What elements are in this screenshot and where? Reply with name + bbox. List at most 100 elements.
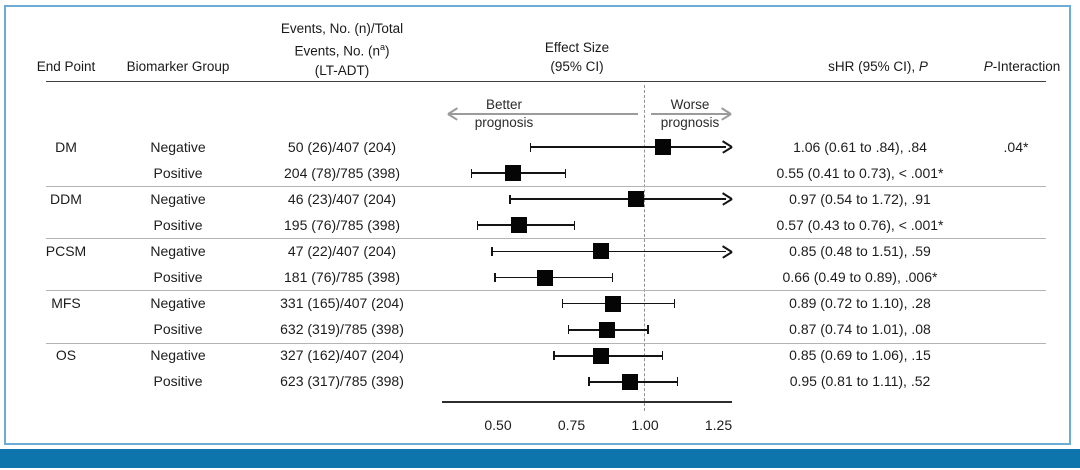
biomarker-group-label: Positive bbox=[153, 373, 203, 390]
shr-value: 1.06 (0.61 to .84), .84 bbox=[793, 138, 927, 155]
forest-ci-cap bbox=[508, 194, 511, 204]
events-value: 181 (76)/785 (398) bbox=[284, 269, 400, 285]
column-header-effect-size: Effect Size (95% CI) bbox=[545, 38, 609, 76]
events-header-line2-close: ) bbox=[385, 43, 390, 59]
forest-ci-cap bbox=[561, 299, 564, 309]
x-axis-line bbox=[442, 401, 732, 403]
better-label-line1: Better bbox=[485, 97, 523, 112]
p-interaction-value: .04* bbox=[1003, 138, 1029, 155]
shr-header-italic-p: P bbox=[918, 59, 928, 74]
biomarker-group-label: Positive bbox=[153, 164, 203, 181]
header-rule bbox=[46, 80, 1046, 83]
shr-value: 0.89 (0.72 to 1.10), .28 bbox=[789, 295, 931, 312]
endpoint-label: DDM bbox=[50, 190, 82, 207]
arrow-head-left bbox=[447, 113, 458, 121]
forest-ci-cap bbox=[529, 142, 532, 152]
forest-point-square bbox=[592, 347, 609, 364]
events-header-superscript-a: a bbox=[380, 42, 386, 52]
better-label-line2: prognosis bbox=[474, 115, 534, 130]
endpoint-label: DM bbox=[55, 138, 77, 155]
group-separator bbox=[46, 238, 1046, 240]
events-value: 632 (319)/785 (398) bbox=[280, 321, 404, 338]
biomarker-group-label: Negative bbox=[150, 347, 206, 364]
forest-whisker bbox=[492, 250, 726, 253]
events-value: 623 (317)/785 (398) bbox=[280, 373, 404, 390]
forest-ci-cap bbox=[476, 220, 479, 230]
group-separator bbox=[46, 186, 1046, 187]
biomarker-group-label: Positive bbox=[153, 269, 203, 285]
x-axis-tick-label: 1.00 bbox=[631, 416, 659, 433]
forest-ci-cap bbox=[676, 377, 679, 387]
events-value: 204 (78)/785 (398) bbox=[284, 164, 400, 181]
events-header-line2: Events, No. (n bbox=[294, 43, 381, 59]
shr-value: 0.85 (0.48 to 1.51), .59 bbox=[789, 242, 931, 259]
x-axis-tick-label: 0.75 bbox=[557, 416, 586, 433]
worse-label-line1: Worse bbox=[670, 97, 710, 112]
events-header-line1: Events, No. (n)/Total bbox=[280, 21, 404, 36]
forest-point-square bbox=[537, 269, 554, 286]
events-value: 46 (23)/407 (204) bbox=[287, 190, 397, 207]
forest-ci-cap bbox=[661, 351, 664, 361]
forest-ci-cap bbox=[470, 168, 473, 178]
shr-header-text: sHR (95% CI), bbox=[828, 59, 919, 74]
effect-size-header-line2: (95% CI) bbox=[550, 59, 604, 74]
shr-value: 0.66 (0.49 to 0.89), .006* bbox=[782, 269, 938, 285]
group-separator bbox=[46, 290, 1046, 292]
forest-ci-cap bbox=[494, 273, 496, 282]
biomarker-group-label: Negative bbox=[150, 242, 206, 259]
arrow-head-right bbox=[721, 107, 732, 115]
forest-ci-cap bbox=[588, 377, 590, 387]
shr-value: 0.95 (0.81 to 1.11), .52 bbox=[789, 373, 931, 390]
forest-point-square bbox=[592, 243, 609, 260]
biomarker-group-label: Negative bbox=[150, 295, 206, 312]
events-value: 327 (162)/407 (204) bbox=[280, 347, 404, 364]
forest-point-square bbox=[622, 373, 639, 390]
effect-size-header-line1: Effect Size bbox=[544, 40, 610, 55]
forest-point-square bbox=[598, 321, 615, 338]
shr-value: 0.97 (0.54 to 1.72), .91 bbox=[789, 190, 931, 207]
shr-value: 0.57 (0.43 to 0.76), < .001* bbox=[776, 216, 944, 233]
column-header-endpoint: End Point bbox=[36, 59, 96, 74]
events-value: 331 (165)/407 (204) bbox=[280, 295, 404, 312]
forest-point-square bbox=[504, 165, 521, 182]
forest-whisker bbox=[530, 146, 726, 148]
forest-point-square bbox=[604, 295, 621, 312]
better-prognosis-label: Better prognosis bbox=[475, 96, 534, 132]
column-header-biomarker-group: Biomarker Group bbox=[126, 59, 230, 74]
events-header-line3: (LT-ADT) bbox=[314, 62, 370, 78]
endpoint-label: PCSM bbox=[45, 242, 87, 259]
p-interaction-header-text: -Interaction bbox=[992, 59, 1061, 74]
forest-whisker bbox=[495, 276, 613, 279]
biomarker-group-label: Positive bbox=[153, 321, 203, 338]
biomarker-group-label: Positive bbox=[153, 216, 203, 233]
forest-ci-cap bbox=[564, 168, 567, 178]
shr-value: 0.85 (0.69 to 1.06), .15 bbox=[789, 347, 931, 364]
reference-line bbox=[644, 85, 645, 411]
forest-point-square bbox=[510, 217, 527, 234]
events-value: 47 (22)/407 (204) bbox=[287, 242, 397, 259]
biomarker-group-label: Negative bbox=[150, 138, 206, 155]
forest-ci-cap bbox=[553, 351, 555, 361]
worse-prognosis-arrow-line bbox=[651, 113, 729, 115]
events-value: 195 (76)/785 (398) bbox=[284, 216, 400, 233]
shr-value: 0.55 (0.41 to 0.73), < .001* bbox=[776, 164, 944, 181]
better-prognosis-arrow-line bbox=[449, 113, 638, 115]
forest-point-square bbox=[654, 139, 671, 155]
forest-ci-cap bbox=[567, 325, 570, 335]
endpoint-label: OS bbox=[55, 347, 77, 364]
x-axis-tick-label: 1.25 bbox=[704, 416, 733, 433]
column-header-p-interaction: P-Interaction bbox=[984, 57, 1061, 76]
biomarker-group-label: Negative bbox=[150, 190, 206, 207]
x-axis-tick-label: 0.50 bbox=[484, 416, 512, 433]
column-header-events: Events, No. (n)/Total Events, No. (na) (LT… bbox=[281, 19, 403, 80]
forest-whisker bbox=[509, 198, 726, 201]
forest-ci-cap bbox=[491, 246, 493, 256]
worse-prognosis-label: Worse prognosis bbox=[661, 96, 720, 132]
events-value: 50 (26)/407 (204) bbox=[287, 138, 397, 155]
group-separator bbox=[46, 342, 1046, 344]
p-interaction-italic-p: P bbox=[983, 59, 993, 74]
shr-value: 0.87 (0.74 to 1.01), .08 bbox=[789, 321, 931, 338]
forest-ci-cap bbox=[573, 220, 576, 230]
